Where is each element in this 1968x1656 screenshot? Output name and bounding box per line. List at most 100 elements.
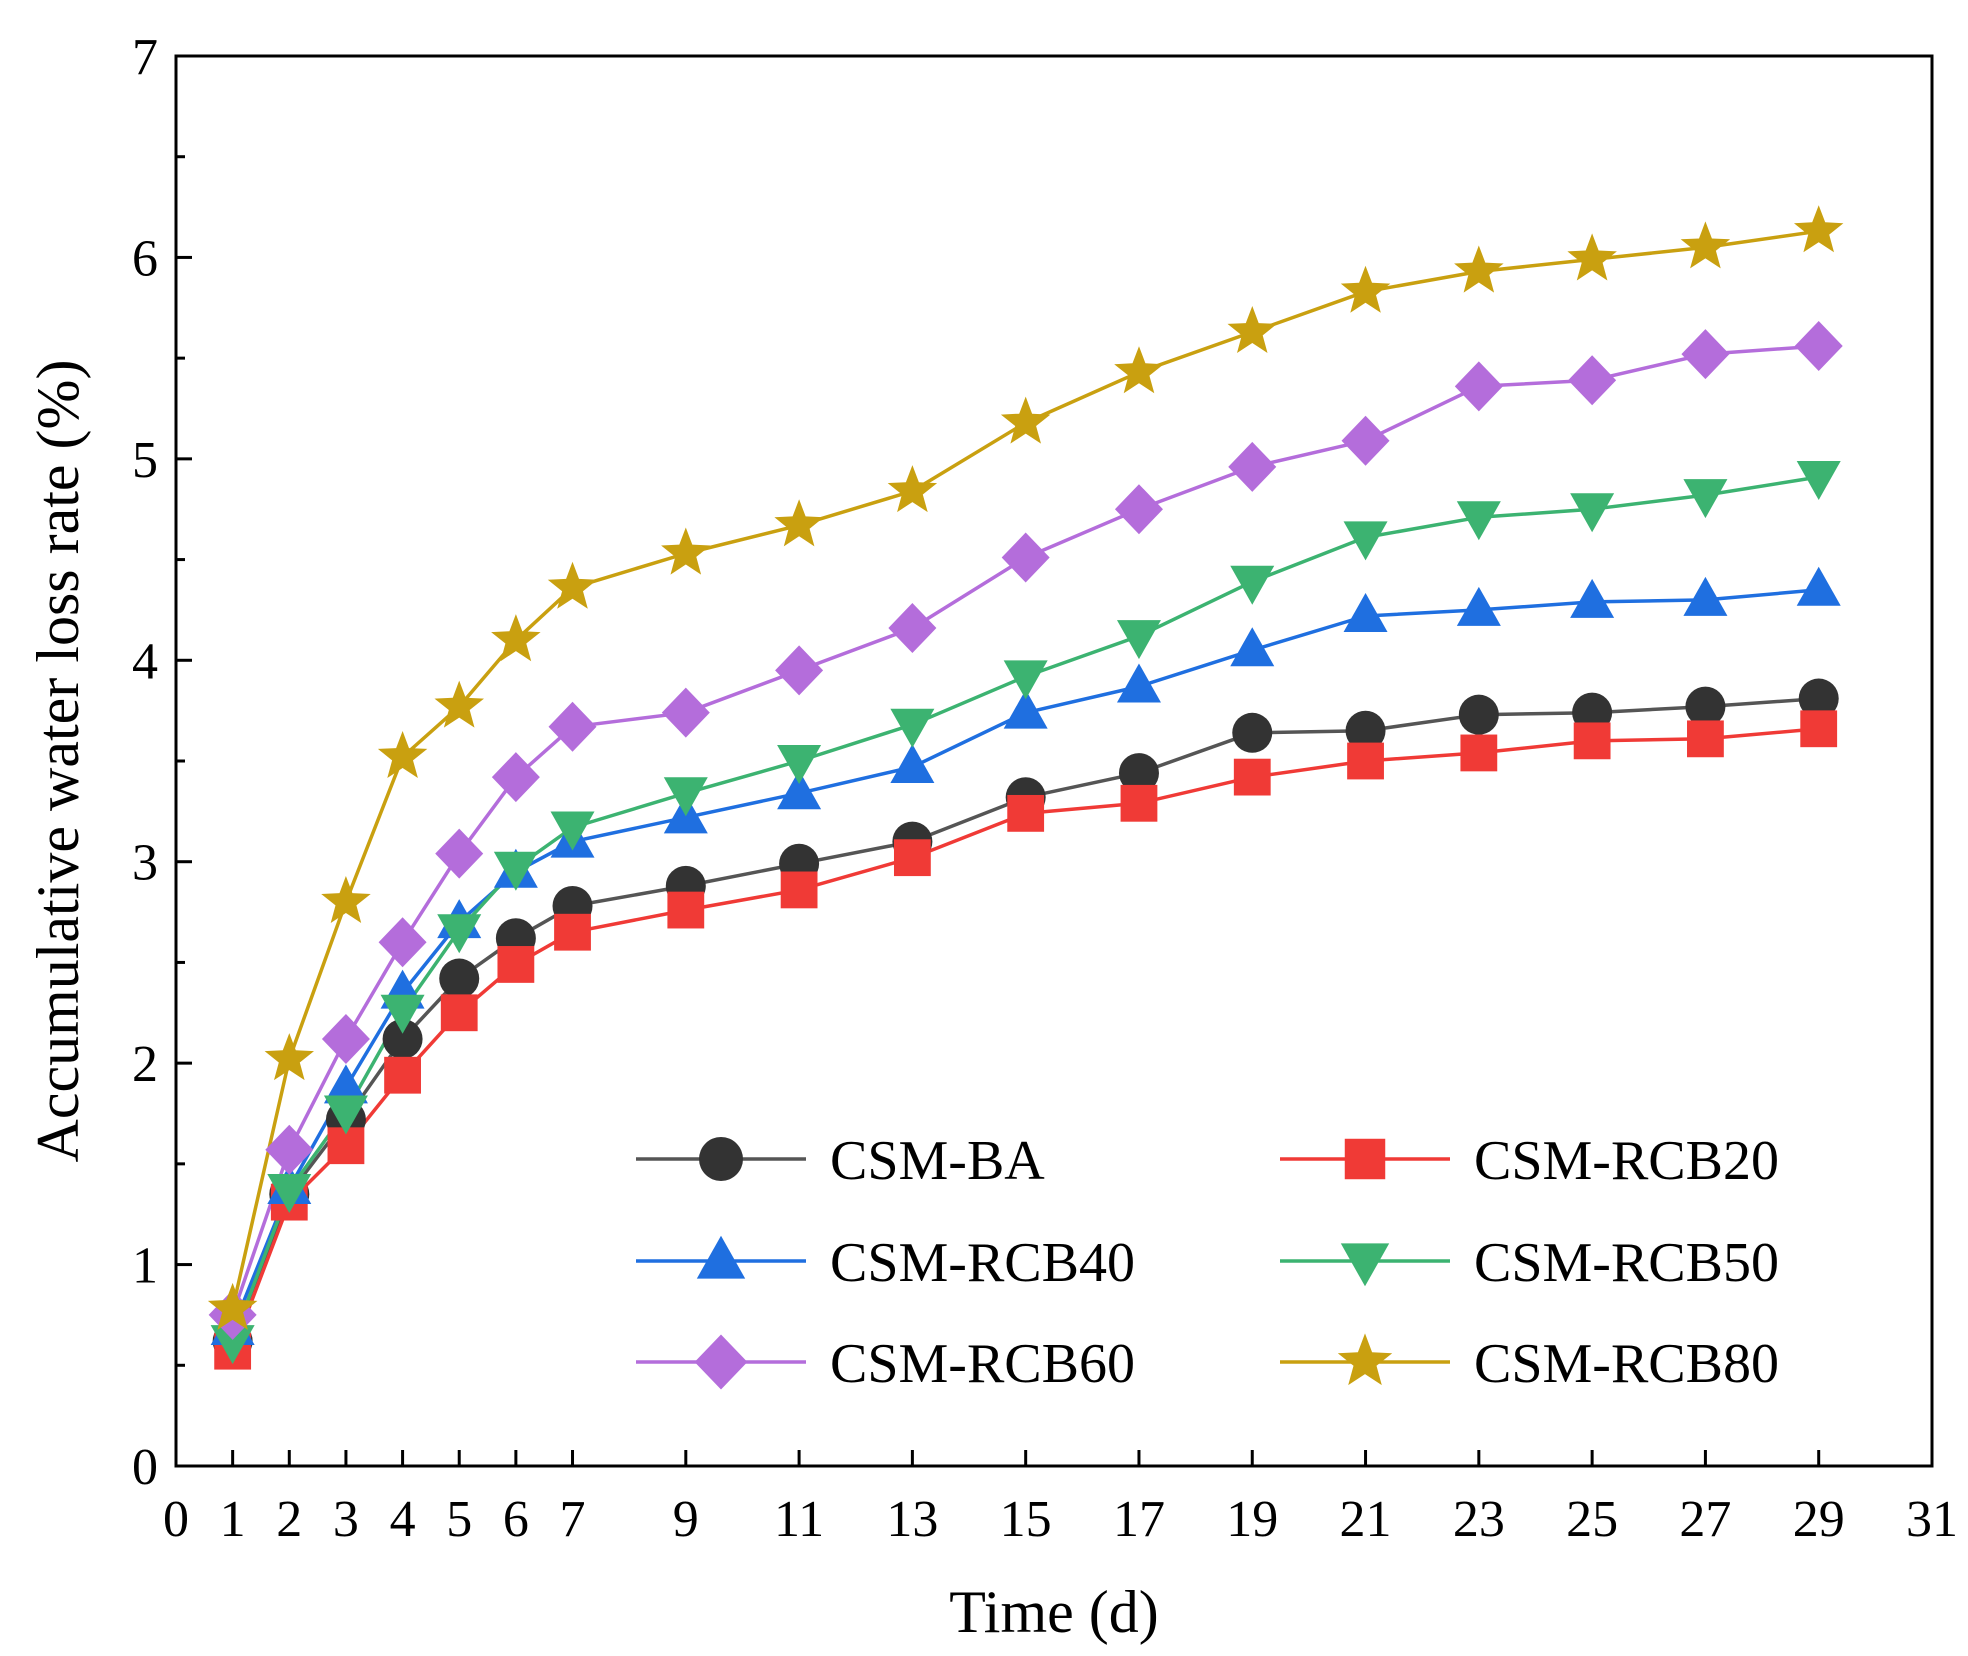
x-tick-label: 5 (446, 1491, 472, 1548)
x-tick-label: 25 (1566, 1491, 1618, 1548)
legend-label: CSM-RCB20 (1474, 1130, 1779, 1192)
x-tick-label: 7 (560, 1491, 586, 1548)
legend-marker (1340, 1243, 1390, 1287)
data-point-csm-rcb60 (1794, 321, 1843, 372)
data-point-csm-rcb60 (888, 603, 937, 654)
data-point-csm-rcb60 (265, 1124, 314, 1175)
data-point-csm-rcb80 (1114, 346, 1164, 394)
data-point-csm-rcb20 (1120, 784, 1158, 822)
data-point-csm-ba (1458, 694, 1499, 735)
data-point-csm-rcb20 (1573, 722, 1611, 760)
y-tick-label: 6 (132, 230, 158, 287)
data-point-csm-rcb40 (1003, 689, 1048, 729)
x-tick-label: 0 (163, 1491, 189, 1548)
data-point-csm-rcb50 (1343, 521, 1388, 561)
data-point-csm-rcb20 (667, 891, 705, 929)
data-point-csm-rcb20 (1687, 720, 1724, 758)
legend-marker (696, 1235, 746, 1279)
data-point-csm-rcb20 (440, 994, 478, 1032)
series-line-csm-rcb80 (230, 229, 1819, 1310)
x-tick-label: 13 (886, 1491, 938, 1548)
data-point-csm-rcb50 (1230, 565, 1275, 605)
data-point-csm-rcb80 (774, 499, 824, 547)
x-tick-label: 11 (774, 1491, 824, 1548)
x-tick-label: 31 (1906, 1491, 1958, 1548)
data-point-csm-rcb20 (384, 1056, 421, 1094)
legend-label: CSM-RCB50 (1474, 1232, 1779, 1294)
data-point-csm-rcb60 (1681, 329, 1730, 380)
legend: CSM-BA CSM-RCB20 CSM-RCB40 CSM-RCB50 CSM-RCB… (636, 1130, 1779, 1395)
data-point-csm-rcb80 (887, 465, 938, 513)
data-point-csm-rcb60 (321, 1013, 370, 1064)
data-point-csm-rcb50 (1116, 620, 1161, 660)
data-point-csm-ba (382, 1018, 423, 1059)
data-point-csm-ba (1685, 686, 1726, 727)
data-point-csm-rcb40 (323, 1064, 368, 1104)
data-point-csm-rcb60 (378, 917, 427, 968)
x-tick-label: 21 (1340, 1491, 1392, 1548)
data-point-csm-rcb20 (554, 913, 591, 951)
x-tick-label: 6 (503, 1491, 529, 1548)
data-point-csm-rcb50 (210, 1325, 255, 1365)
data-point-csm-rcb50 (663, 777, 708, 817)
data-point-csm-rcb60 (775, 645, 824, 696)
legend-marker (1344, 1138, 1386, 1180)
data-point-csm-rcb50 (1456, 501, 1501, 541)
x-tick-label: 29 (1793, 1491, 1845, 1548)
data-point-csm-rcb60 (661, 687, 710, 738)
legend-label: CSM-RCB40 (830, 1232, 1135, 1294)
data-point-csm-rcb80 (264, 1033, 314, 1081)
data-point-csm-rcb50 (1003, 660, 1048, 700)
y-tick-label: 0 (132, 1439, 158, 1496)
data-point-csm-rcb50 (1683, 479, 1728, 519)
y-tick-label: 3 (132, 835, 158, 892)
x-tick-label: 3 (333, 1491, 359, 1548)
data-point-csm-rcb40 (1456, 586, 1501, 626)
data-point-csm-rcb20 (1460, 734, 1498, 772)
data-point-csm-rcb80 (547, 561, 598, 609)
data-point-csm-rcb60 (1568, 355, 1617, 406)
y-axis-title: Accumulative water loss rate (%) (25, 360, 91, 1163)
data-point-csm-rcb20 (1233, 758, 1271, 796)
data-point-csm-rcb40 (1570, 578, 1615, 618)
legend-marker (1337, 1333, 1393, 1386)
data-point-csm-rcb60 (1114, 484, 1163, 535)
data-point-csm-rcb80 (377, 731, 428, 778)
legend-label: CSM-RCB80 (1474, 1333, 1779, 1395)
x-axis-ticks: 0 1 2 3 4 5 6 7 9 11 13 15 17 19 21 23 25 27 29 31 (163, 1450, 1958, 1548)
data-point-csm-rcb20 (893, 839, 931, 877)
data-point-csm-rcb60 (1228, 441, 1277, 492)
data-point-csm-rcb40 (1343, 592, 1388, 632)
data-point-csm-rcb60 (491, 752, 540, 803)
data-point-csm-rcb80 (1227, 306, 1277, 353)
data-point-csm-rcb80 (661, 527, 711, 575)
legend-label: CSM-BA (830, 1130, 1045, 1192)
data-point-csm-rcb60 (1001, 532, 1050, 583)
x-tick-label: 9 (673, 1491, 699, 1548)
data-point-csm-rcb50 (1796, 460, 1841, 500)
series-markers (207, 205, 1844, 1370)
data-point-csm-rcb80 (1567, 233, 1617, 281)
x-tick-label: 15 (1000, 1491, 1052, 1548)
data-point-csm-rcb80 (1680, 221, 1731, 269)
data-point-csm-rcb80 (434, 680, 484, 728)
x-tick-label: 2 (276, 1491, 302, 1548)
data-point-csm-rcb50 (777, 745, 822, 784)
data-point-csm-rcb40 (1683, 576, 1728, 616)
data-point-csm-rcb50 (890, 708, 935, 748)
data-point-csm-ba (1798, 678, 1839, 719)
data-point-csm-rcb50 (437, 914, 482, 954)
data-point-csm-ba (1232, 712, 1273, 753)
data-point-csm-ba (1345, 710, 1386, 751)
data-point-csm-rcb40 (1116, 663, 1161, 703)
data-point-csm-rcb50 (1570, 493, 1615, 533)
x-tick-label: 1 (220, 1491, 246, 1548)
x-tick-label: 17 (1113, 1491, 1165, 1548)
data-point-csm-rcb80 (491, 614, 541, 662)
data-point-csm-rcb80 (321, 876, 371, 923)
data-point-csm-ba (439, 958, 480, 999)
data-point-csm-rcb40 (890, 744, 935, 784)
data-point-csm-rcb50 (380, 994, 425, 1034)
data-point-csm-rcb80 (1794, 205, 1844, 253)
